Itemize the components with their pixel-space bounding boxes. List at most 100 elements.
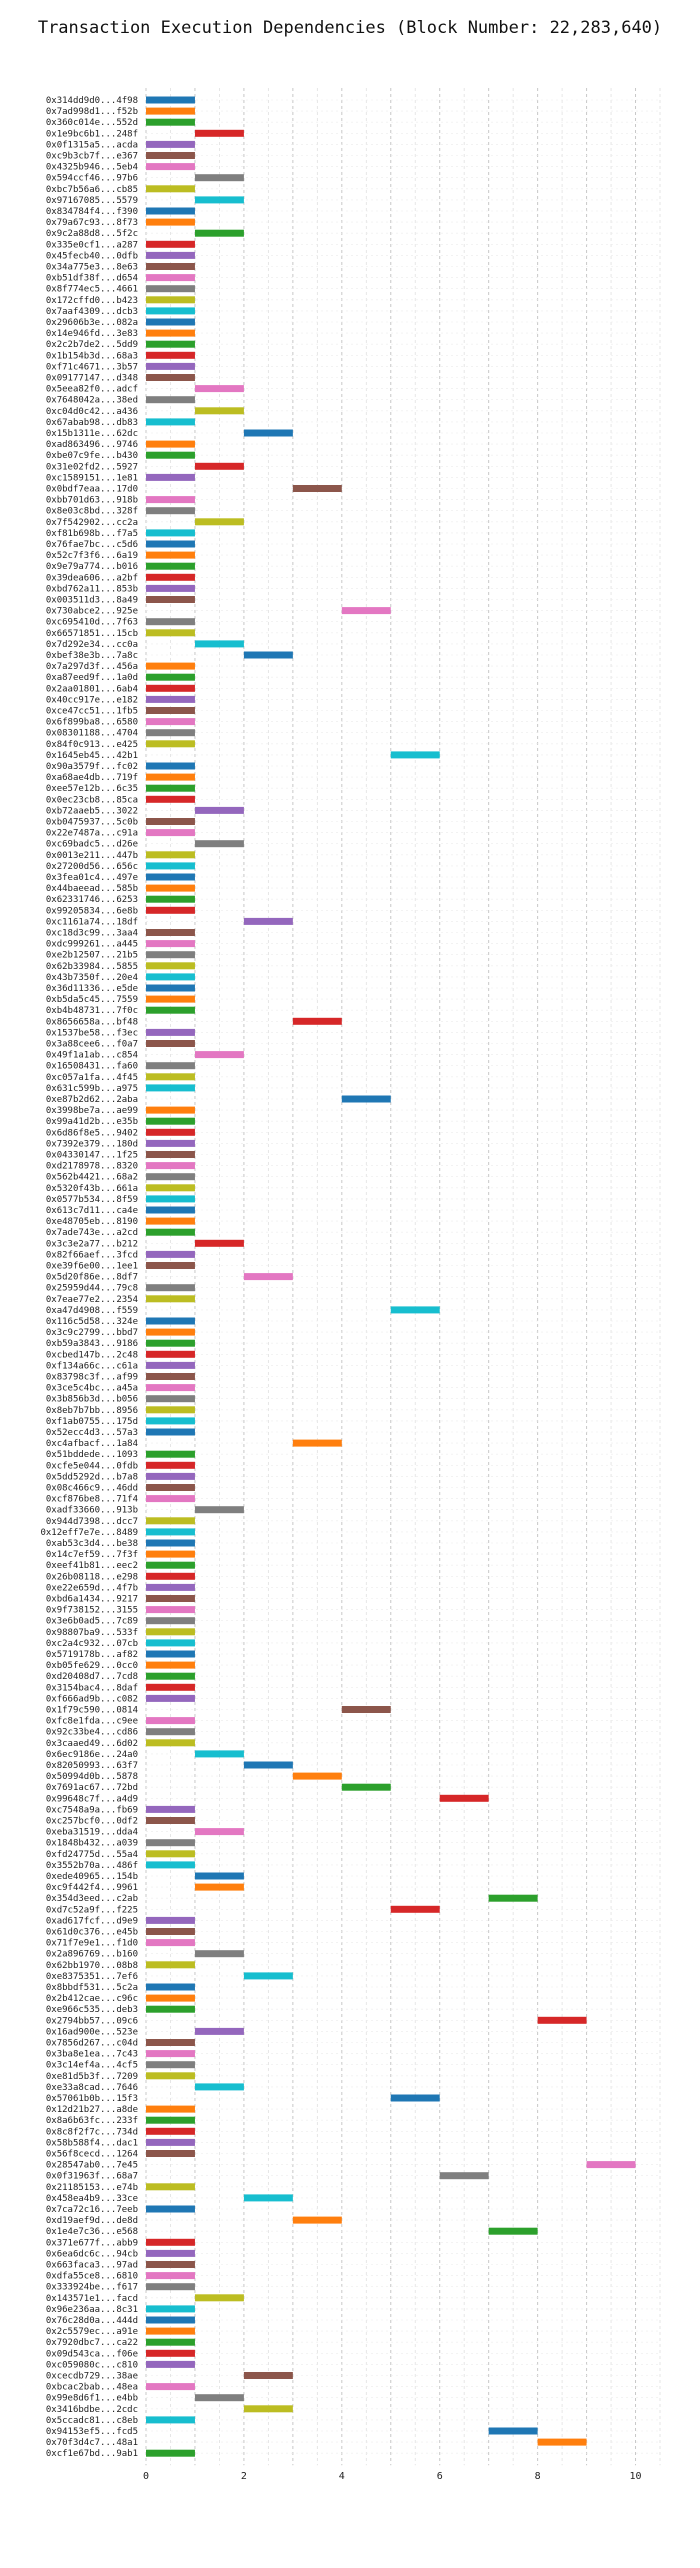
y-tick-label: 0x9f738152...3155 <box>46 1606 138 1616</box>
y-tick-label: 0xc7548a9a...fb69 <box>46 1805 138 1815</box>
y-tick-label: 0x98807ba9...533f <box>46 1628 138 1638</box>
y-tick-label: 0x5719178b...af82 <box>46 1650 138 1660</box>
transaction-bar <box>194 2083 244 2091</box>
y-tick-label: 0x2a896769...b160 <box>46 1950 138 1960</box>
transaction-bar <box>194 174 244 182</box>
y-tick-label: 0xd19aef9d...de8d <box>46 2216 138 2226</box>
y-tick-label: 0xe48705eb...8190 <box>46 1217 138 1227</box>
transaction-bar <box>146 118 195 126</box>
y-tick-label: 0x143571e1...facd <box>46 2294 138 2304</box>
y-tick-label: 0xc695410d...7f63 <box>46 618 138 628</box>
y-tick-label: 0xb4b48731...7f0c <box>46 1006 138 1016</box>
transaction-bar <box>146 707 195 714</box>
y-tick-label: 0x8e03c8bd...328f <box>46 507 138 517</box>
transaction-bar <box>146 1939 195 1947</box>
y-tick-label: 0x5ccadc81...c8eb <box>46 2416 138 2426</box>
transaction-bar <box>146 940 195 948</box>
transaction-bar <box>146 2327 195 2335</box>
y-tick-label: 0x5eea82f0...adcf <box>46 385 138 395</box>
y-tick-label: 0x28547ab0...7e45 <box>46 2161 138 2171</box>
transaction-bar <box>488 1894 538 1902</box>
transaction-bar <box>146 374 195 381</box>
y-tick-label: 0x90a3579f...fc02 <box>46 762 138 772</box>
transaction-bar <box>146 451 195 459</box>
transaction-bar <box>292 485 342 492</box>
y-tick-label: 0x83798c3f...af99 <box>46 1373 138 1383</box>
transaction-bar <box>390 2094 440 2102</box>
y-tick-label: 0xc1589151...1e81 <box>46 473 138 483</box>
y-tick-label: 0x7648042a...38ed <box>46 396 138 406</box>
y-tick-label: 0x08c466c9...46dd <box>46 1484 138 1494</box>
y-tick-label: 0x2c2b7de2...5dd9 <box>46 340 138 350</box>
x-tick-label: 2 <box>241 2471 247 2482</box>
y-tick-label: 0xc9f442f4...9961 <box>46 1883 138 1893</box>
transaction-bar <box>146 473 195 481</box>
y-tick-label: 0xbe07c9fe...b430 <box>46 451 138 461</box>
transaction-bar <box>146 1073 195 1081</box>
y-tick-label: 0x3416bdbe...2cdc <box>46 2405 138 2415</box>
y-tick-label: 0xbd6a1434...9217 <box>46 1595 138 1605</box>
y-tick-label: 0xcecdb729...38ae <box>46 2372 138 2382</box>
y-tick-label: 0x314dd9d0...4f98 <box>46 96 138 106</box>
y-tick-label: 0x116c5d58...324e <box>46 1317 138 1327</box>
y-tick-label: 0x3a88cee6...f0a7 <box>46 1040 138 1050</box>
transaction-bar <box>488 2227 538 2235</box>
y-tick-label: 0x8c8f2f7c...734d <box>46 2127 138 2137</box>
transaction-bar <box>194 2027 244 2035</box>
y-tick-label: 0x0f31963f...68a7 <box>46 2172 138 2182</box>
y-tick-label: 0xa87eed9f...1a0d <box>46 673 138 683</box>
transaction-bar <box>146 1295 195 1303</box>
transaction-bar <box>243 1972 293 1980</box>
transaction-bar <box>146 2050 195 2058</box>
y-tick-label: 0xadf33660...913b <box>46 1506 138 1516</box>
y-tick-label: 0xbc7b56a6...cb85 <box>46 185 138 195</box>
transaction-bar <box>243 429 293 437</box>
transaction-bar <box>146 929 195 936</box>
y-tick-label: 0x3ce5c4bc...a45a <box>46 1384 138 1394</box>
transaction-bar <box>146 1162 195 1170</box>
transaction-bar <box>146 329 195 337</box>
transaction-bar <box>146 240 195 248</box>
y-tick-label: 0x8656658a...bf48 <box>46 1017 138 1027</box>
transaction-bar <box>194 806 244 814</box>
y-tick-label: 0xcfe5e044...0fdb <box>46 1461 138 1471</box>
transaction-bar <box>146 185 195 193</box>
transaction-bar <box>146 551 195 559</box>
y-tick-label: 0x172cffd0...b423 <box>46 296 138 306</box>
y-tick-label: 0xbcac2bab...48ea <box>46 2383 138 2393</box>
transaction-bar <box>146 695 195 703</box>
transaction-bar <box>243 1273 293 1281</box>
transaction-bar <box>586 2161 636 2169</box>
y-tick-label: 0x458ea4b9...33ce <box>46 2194 138 2204</box>
y-tick-label: 0x2aa01801...6ab4 <box>46 684 138 694</box>
y-tick-label: 0x7aaf4309...dcb3 <box>46 307 138 317</box>
transaction-bar <box>194 2394 244 2402</box>
transaction-bar <box>194 1750 244 1758</box>
y-tick-label: 0x730abce2...925e <box>46 607 138 617</box>
y-tick-label: 0x1e9bc6b1...248f <box>46 129 138 139</box>
y-tick-label: 0x49f1a1ab...c854 <box>46 1051 138 1061</box>
transaction-bar <box>146 362 195 370</box>
y-tick-label: 0xd7c52a9f...f225 <box>46 1905 138 1915</box>
transaction-bar <box>146 1217 195 1225</box>
y-tick-label: 0x3c9c2799...bbd7 <box>46 1328 138 1338</box>
y-tick-label: 0x834784f4...f390 <box>46 207 138 217</box>
transaction-bar <box>146 1250 195 1258</box>
transaction-bar <box>341 1706 391 1713</box>
y-tick-label: 0x08301188...4704 <box>46 729 138 739</box>
y-tick-label: 0xc257bcf0...0df2 <box>46 1817 138 1827</box>
transaction-bar <box>146 1861 195 1869</box>
y-tick-label: 0xd20408d7...7cd8 <box>46 1672 138 1682</box>
y-tick-label: 0x92c33be4...cd86 <box>46 1728 138 1738</box>
y-tick-label: 0x71f7e9e1...f1d0 <box>46 1939 138 1949</box>
y-tick-label: 0x99205834...6e8b <box>46 906 138 916</box>
transaction-bar <box>146 2416 195 2424</box>
transaction-bar <box>146 1417 195 1425</box>
transaction-bar <box>194 462 244 470</box>
y-tick-label: 0xc057a1fa...4f45 <box>46 1073 138 1083</box>
transaction-bar <box>146 351 195 359</box>
y-tick-label: 0x594ccf46...97b6 <box>46 174 138 184</box>
transaction-bar <box>146 629 195 637</box>
y-tick-label: 0x82f66aef...3fcd <box>46 1250 138 1260</box>
y-tick-label: 0xfc8e1fda...c9ee <box>46 1717 138 1727</box>
